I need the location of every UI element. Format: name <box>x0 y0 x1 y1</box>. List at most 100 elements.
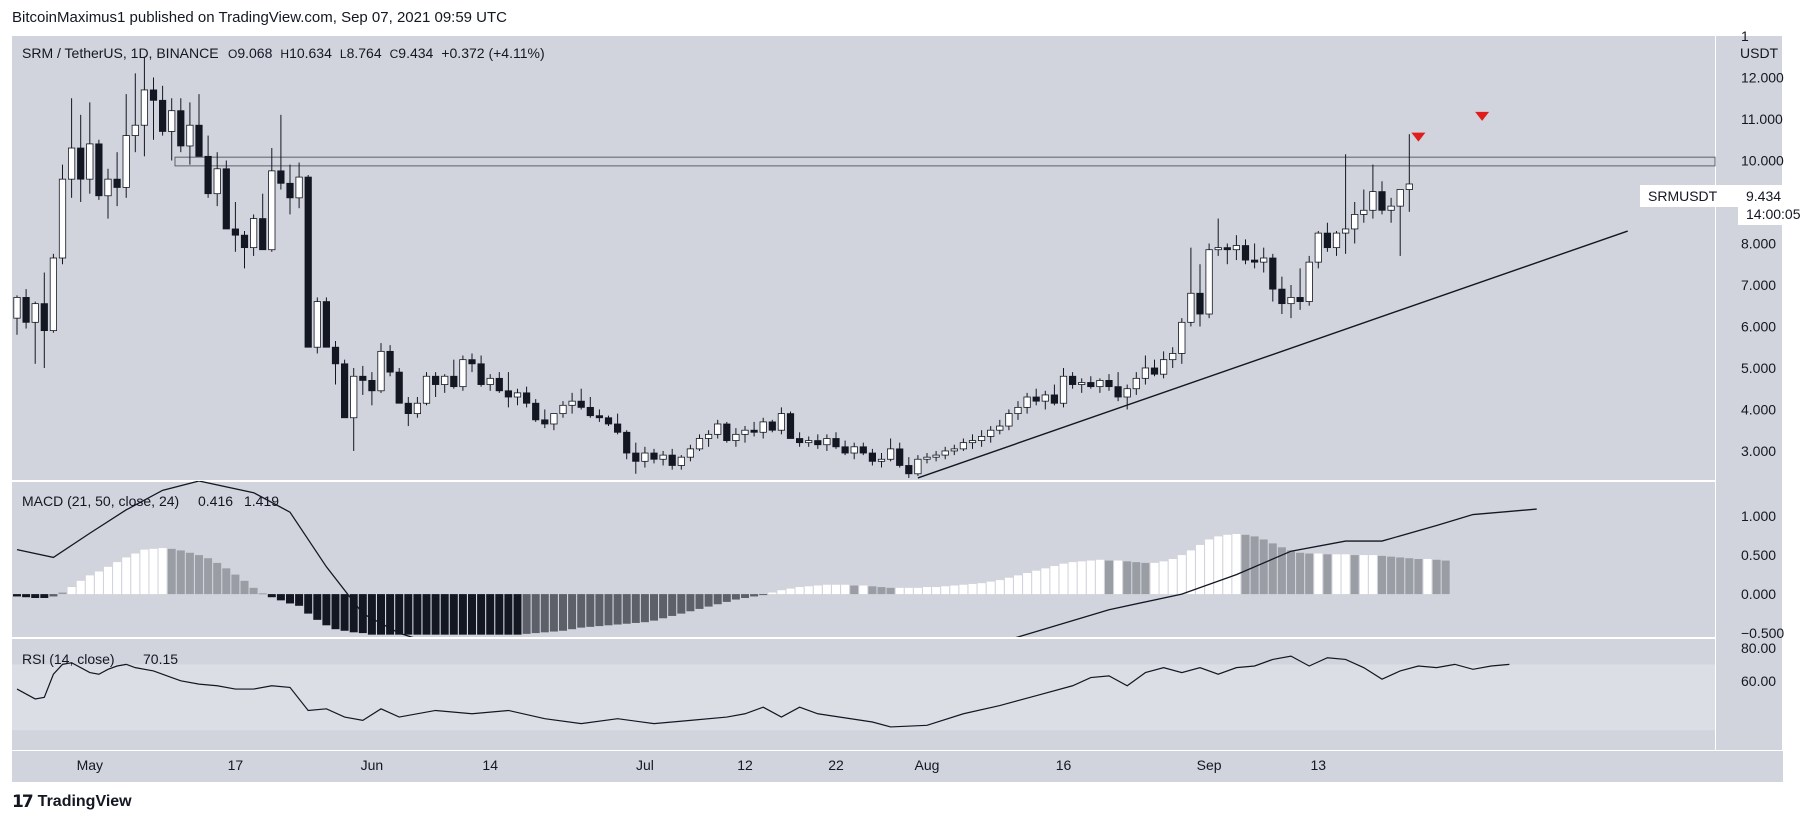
candle-up <box>1287 297 1295 305</box>
candle-down <box>832 438 840 448</box>
candle-up <box>1096 380 1104 388</box>
macd-histogram-bar <box>1105 560 1113 595</box>
rsi-tick-label: 60.00 <box>1741 673 1776 689</box>
macd-histogram-bar <box>622 594 631 624</box>
macd-histogram-bar <box>659 594 668 619</box>
macd-histogram-bar <box>85 575 94 595</box>
candle-down <box>1269 257 1277 290</box>
macd-histogram-bar <box>677 594 686 614</box>
macd-histogram-bar <box>1387 556 1396 595</box>
candle-down <box>304 176 312 348</box>
macd-histogram-bar <box>1086 560 1095 595</box>
price-tick-label: 3.000 <box>1741 443 1776 459</box>
ohlc-readout: O9.068 H10.634 L8.764 C9.434 +0.372 (+4.11%) <box>228 45 545 61</box>
macd-histogram-bar <box>1214 536 1223 595</box>
macd-histogram-bar <box>413 594 422 635</box>
macd-histogram-bar <box>331 594 340 630</box>
macd-histogram-bar <box>431 594 440 635</box>
candle-up <box>695 438 704 450</box>
macd-histogram-bar <box>832 584 840 595</box>
macd-histogram-bar <box>1259 539 1268 595</box>
macd-histogram-bar <box>1059 563 1068 595</box>
candle-up <box>1369 191 1377 211</box>
candle-down <box>231 228 239 236</box>
macd-histogram-bar <box>104 566 112 595</box>
last-price-label: SRMUSDT 9.434 14:00:05 <box>1640 185 1801 225</box>
candle-up <box>1123 388 1131 398</box>
macd-tick-label: 1.000 <box>1741 508 1776 524</box>
time-tick-label: Jul <box>636 757 654 773</box>
macd-histogram-bar <box>731 594 740 600</box>
macd-histogram-bar <box>1077 561 1086 595</box>
macd-label: MACD (21, 50, close, 24) <box>22 493 179 509</box>
candle-up <box>850 446 858 454</box>
price-tick-label: 6.000 <box>1741 318 1776 334</box>
macd-histogram-bar <box>722 594 731 602</box>
macd-histogram-bar <box>877 587 886 595</box>
candle-up <box>213 168 221 195</box>
price-axis-bg <box>1716 36 1782 750</box>
bearish-markers <box>1411 111 1490 142</box>
macd-histogram-bar <box>13 594 21 597</box>
tradingview-footer[interactable]: 𝟭𝟳 TradingView <box>12 792 132 812</box>
macd-histogram-bar <box>1014 575 1022 595</box>
candle-down <box>286 182 294 199</box>
bearish-marker-icon <box>1475 111 1490 121</box>
candle-up <box>1314 232 1322 263</box>
macd-histogram-bar <box>185 552 194 595</box>
macd-histogram-bar <box>204 558 213 595</box>
candle-down <box>841 446 849 454</box>
candle-up <box>777 413 786 431</box>
macd-histogram-bar <box>286 594 294 604</box>
candle-up <box>1160 359 1168 375</box>
macd-tick-label: 0.500 <box>1741 547 1776 563</box>
time-tick-label: 13 <box>1311 757 1327 773</box>
macd-histogram-bar <box>440 594 449 635</box>
macd-histogram-bar <box>531 594 540 634</box>
macd-histogram-bar <box>795 587 804 595</box>
price-tick-label: 1 <box>1741 28 1749 44</box>
candle-up <box>295 176 303 199</box>
candle-up <box>1141 367 1149 379</box>
candle-up <box>714 423 722 435</box>
candle-up <box>923 456 931 460</box>
candle-up <box>377 350 385 392</box>
macd-histogram-bar <box>1277 547 1286 595</box>
candle-up <box>686 448 695 458</box>
macd-histogram-bar <box>868 586 877 595</box>
macd-histogram-bar <box>1150 562 1159 595</box>
candle-down <box>814 440 822 446</box>
high-label: H <box>280 47 289 61</box>
macd-histogram-bar <box>950 585 959 595</box>
macd-histogram-bar <box>1287 550 1295 595</box>
candle-down <box>1050 394 1058 404</box>
candle-up <box>1405 183 1413 190</box>
price-tick-label: 4.000 <box>1741 401 1776 417</box>
open-value: 9.068 <box>237 45 272 61</box>
macd-histogram-bar <box>1368 555 1377 595</box>
candle-down <box>1150 367 1159 375</box>
candle-down <box>22 297 30 323</box>
candle-up <box>641 452 649 462</box>
candle-up <box>968 440 977 444</box>
rsi-label: RSI (14, close) <box>22 651 115 667</box>
candle-down <box>541 419 549 425</box>
macd-histogram-bar <box>777 590 786 595</box>
rsi-pane <box>16 655 1510 728</box>
macd-histogram-bar <box>1095 559 1104 595</box>
candle-up <box>441 375 449 385</box>
candle-down <box>786 413 795 439</box>
candle-up <box>559 404 567 415</box>
macd-histogram-bar <box>231 574 240 595</box>
candle-up <box>13 297 21 319</box>
candle-up <box>104 178 112 197</box>
candle-up <box>131 124 139 136</box>
candle-down <box>859 446 867 454</box>
macd-histogram-bar <box>1296 552 1305 595</box>
macd-tick-label: −0.500 <box>1741 625 1784 641</box>
candle-up <box>86 143 94 180</box>
candle-up <box>877 458 886 462</box>
macd-histogram-bar <box>959 584 968 595</box>
rsi-tick-label: 80.00 <box>1741 640 1776 656</box>
